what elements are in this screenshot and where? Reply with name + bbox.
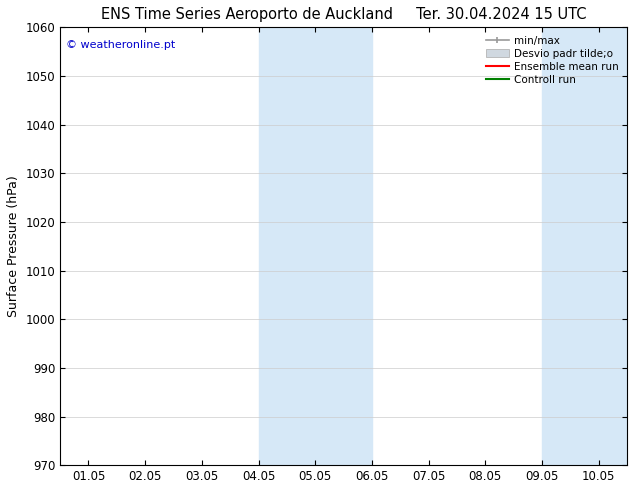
Bar [259,27,287,465]
Text: © weatheronline.pt: © weatheronline.pt [66,40,175,50]
Bar [287,27,372,465]
Bar [542,27,571,465]
Y-axis label: Surface Pressure (hPa): Surface Pressure (hPa) [7,175,20,317]
Bar [571,27,634,465]
Legend: min/max, Desvio padr tilde;o, Ensemble mean run, Controll run: min/max, Desvio padr tilde;o, Ensemble m… [482,32,622,88]
Title: ENS Time Series Aeroporto de Auckland     Ter. 30.04.2024 15 UTC: ENS Time Series Aeroporto de Auckland Te… [101,7,586,22]
